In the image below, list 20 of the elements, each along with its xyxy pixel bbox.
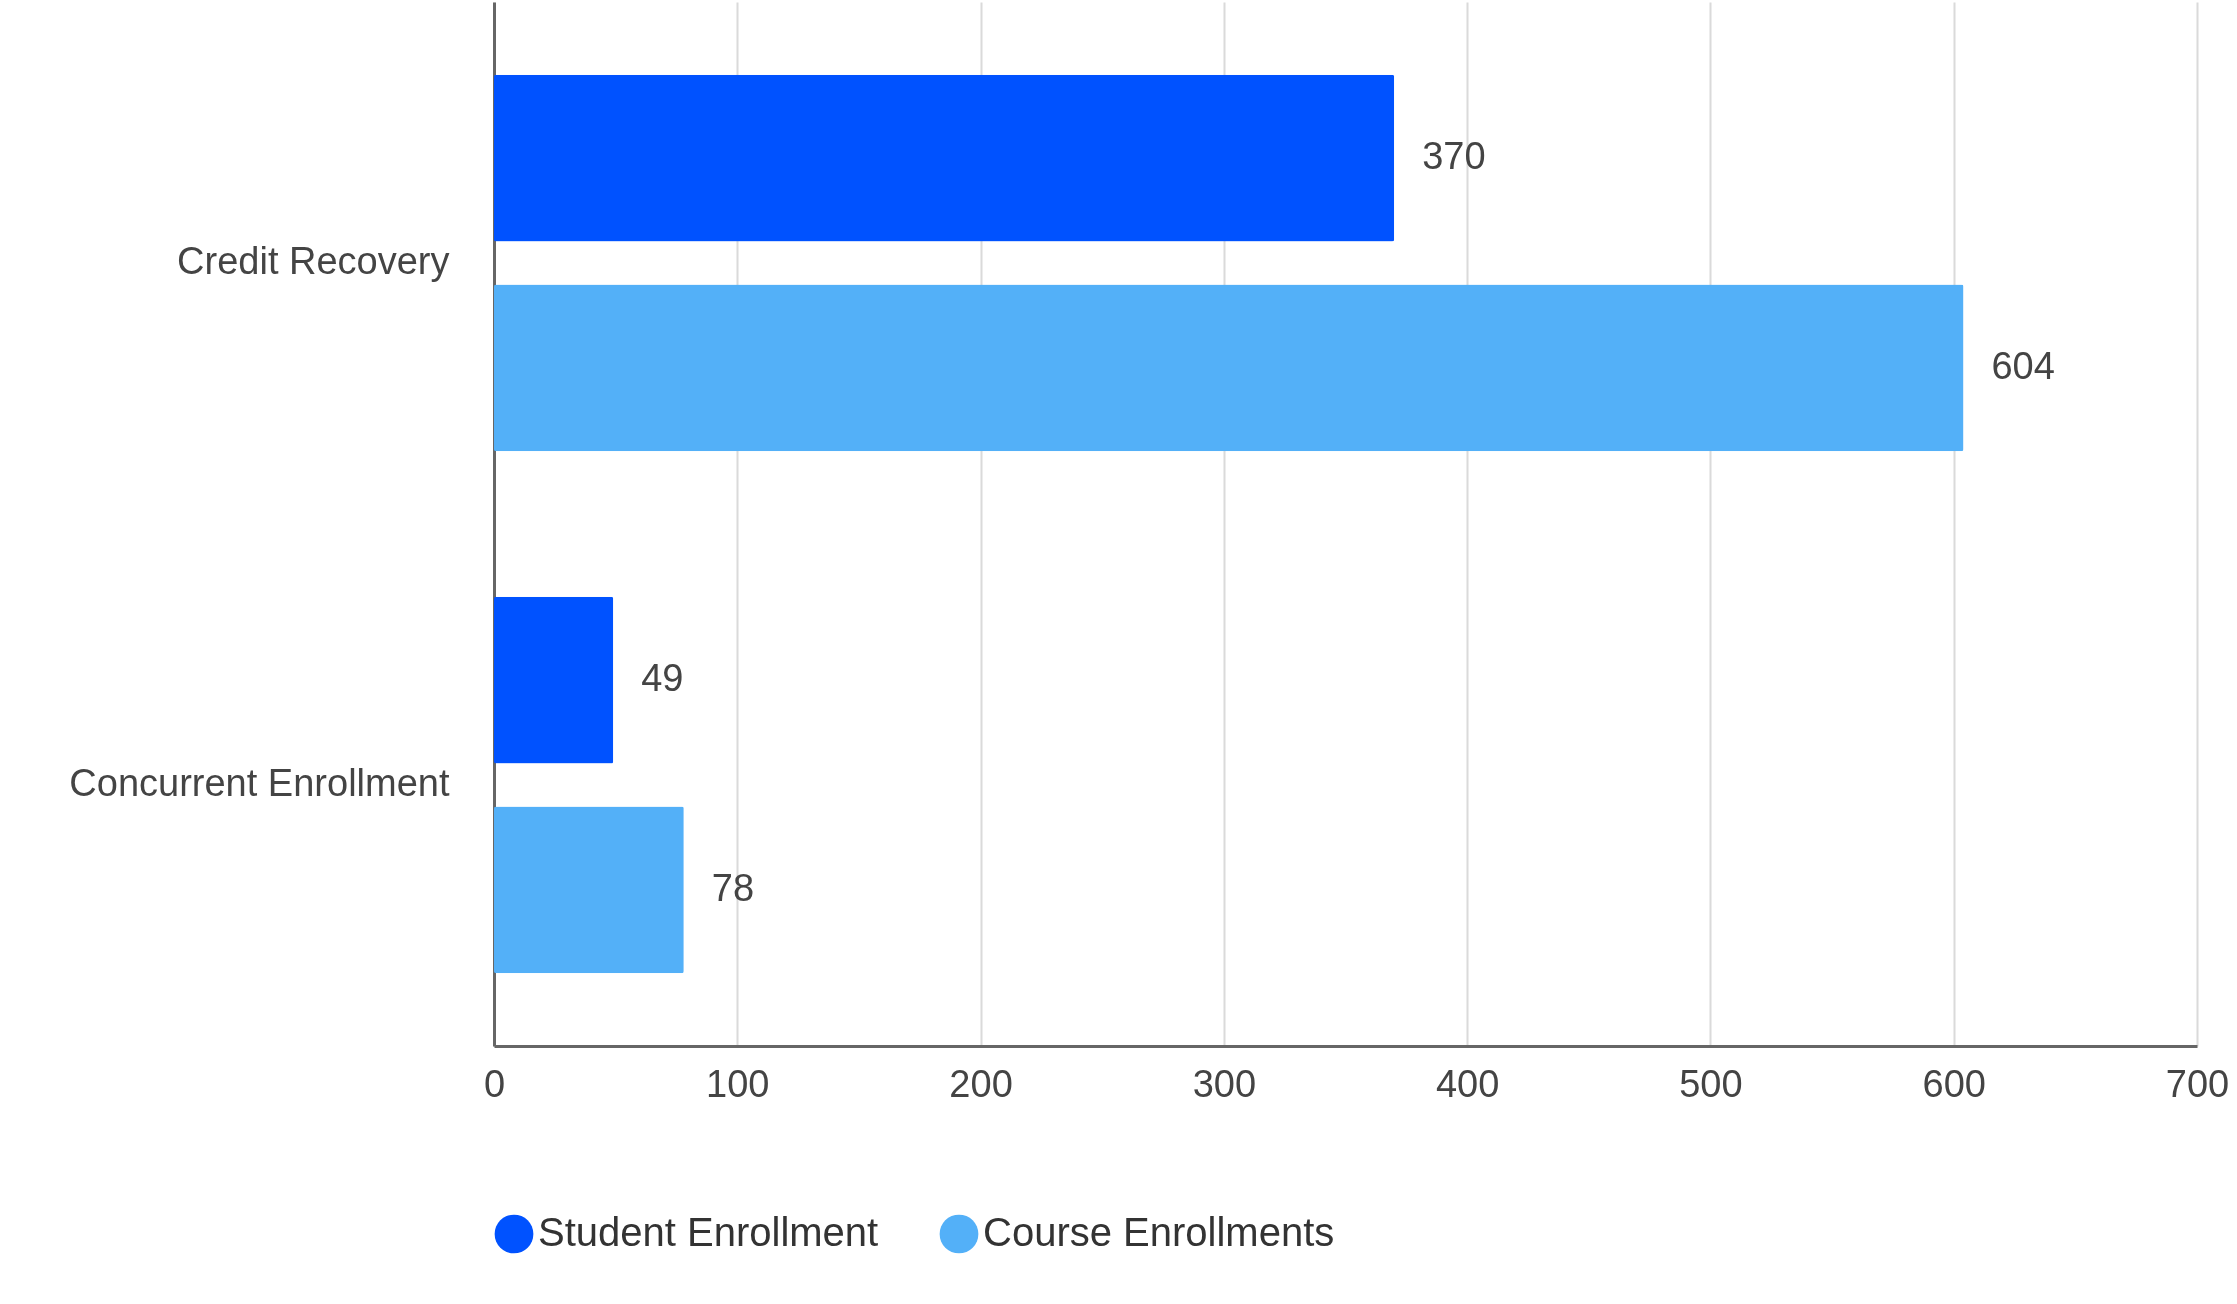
data-label: 78 [711,866,755,909]
bar [494,806,684,974]
x-tick-label: 700 [2165,1062,2230,1105]
bar [494,284,1964,452]
bar [494,596,614,764]
x-tick-label: 300 [1192,1062,1257,1105]
x-tick-label: 600 [1922,1062,1986,1105]
x-tick-label: 400 [1435,1062,1500,1105]
x-tick-label: 200 [949,1062,1013,1105]
x-tick-label: 100 [706,1062,770,1105]
legend-label: Student Enrollment [538,1210,879,1254]
legend-label: Course Enrollments [983,1210,1335,1254]
data-label: 604 [1991,344,2055,387]
y-tick-label: Credit Recovery [177,240,450,282]
x-tick-label: 500 [1679,1062,1743,1105]
data-label: 370 [1422,135,1486,178]
y-tick-label: Concurrent Enrollment [69,762,450,804]
data-label: 49 [641,657,684,700]
x-tick-label: 0 [483,1062,506,1105]
bar [494,74,1395,242]
